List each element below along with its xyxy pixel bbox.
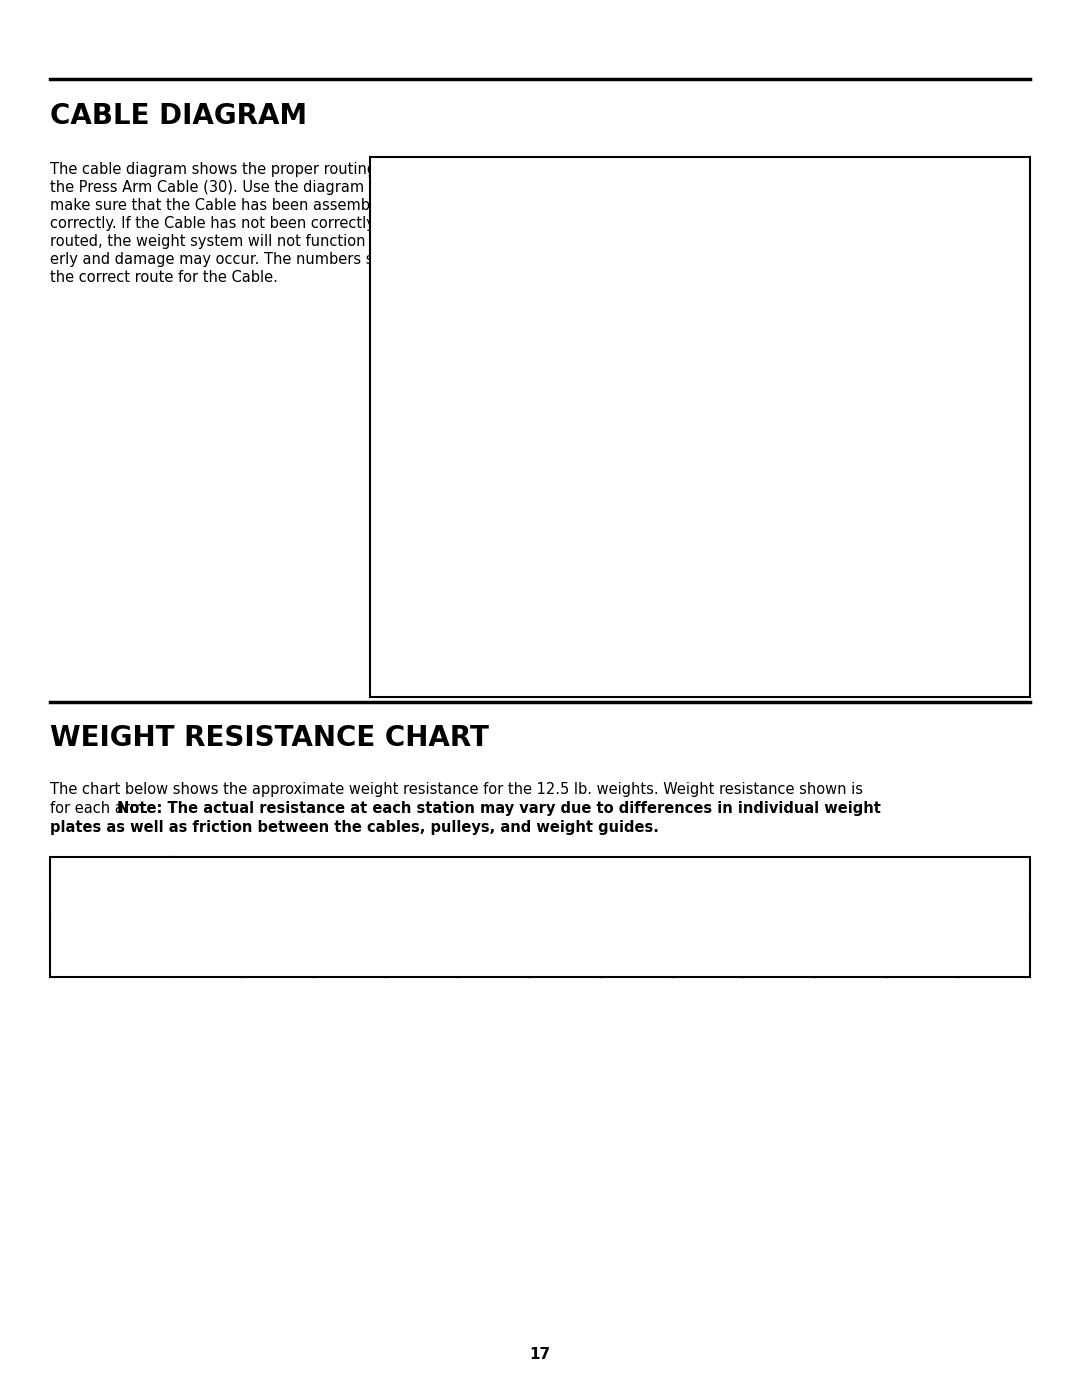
Text: 7: 7 — [631, 880, 640, 894]
Text: WEIGHT: WEIGHT — [76, 880, 145, 894]
Text: 41: 41 — [411, 940, 431, 954]
Text: WEIGHT RESISTANCE CHART: WEIGHT RESISTANCE CHART — [50, 724, 489, 752]
Text: 86: 86 — [769, 940, 788, 954]
Bar — [924, 246, 939, 256]
Text: routed, the weight system will not function prop-: routed, the weight system will not funct… — [50, 235, 408, 249]
Text: 1: 1 — [201, 880, 211, 894]
Text: for each arm.: for each arm. — [50, 800, 153, 816]
Circle shape — [854, 191, 865, 203]
Text: The cable diagram shows the proper routing of: The cable diagram shows the proper routi… — [50, 162, 395, 177]
Circle shape — [854, 627, 865, 637]
Text: 32: 32 — [339, 940, 359, 954]
Text: 3: 3 — [894, 405, 902, 419]
Circle shape — [905, 242, 916, 253]
Ellipse shape — [899, 591, 912, 604]
Circle shape — [535, 472, 545, 482]
Text: 5: 5 — [488, 880, 497, 894]
Text: erly and damage may occur. The numbers show: erly and damage may occur. The numbers s… — [50, 251, 404, 267]
Text: Press Arm Cable (30): Press Arm Cable (30) — [384, 172, 566, 187]
Text: 17: 17 — [529, 1347, 551, 1362]
Bar — [921, 303, 939, 317]
Text: 59: 59 — [554, 940, 573, 954]
Text: correctly. If the Cable has not been correctly: correctly. If the Cable has not been cor… — [50, 217, 375, 231]
Text: plates as well as friction between the cables, pulleys, and weight guides.: plates as well as friction between the c… — [50, 820, 659, 835]
Text: 10: 10 — [841, 880, 861, 894]
Text: 8: 8 — [691, 479, 699, 492]
Text: the Press Arm Cable (30). Use the diagram to: the Press Arm Cable (30). Use the diagra… — [50, 180, 383, 196]
Text: 23: 23 — [268, 940, 287, 954]
Text: 14: 14 — [197, 940, 215, 954]
Circle shape — [894, 536, 905, 548]
Text: 7: 7 — [721, 165, 729, 179]
Text: 110: 110 — [980, 940, 1009, 954]
Text: 68: 68 — [626, 940, 646, 954]
Text: 4: 4 — [926, 310, 934, 324]
Text: make sure that the Cable has been assembled: make sure that the Cable has been assemb… — [50, 198, 392, 212]
Text: 8: 8 — [703, 880, 713, 894]
Text: 2: 2 — [272, 880, 282, 894]
Text: 12: 12 — [985, 880, 1003, 894]
Ellipse shape — [713, 204, 727, 211]
Text: Note: The actual resistance at each station may vary due to differences in indiv: Note: The actual resistance at each stat… — [117, 800, 881, 816]
Text: 2: 2 — [914, 535, 922, 549]
Text: RESISTANCE: RESISTANCE — [57, 940, 163, 954]
Text: 6: 6 — [874, 186, 882, 198]
Text: 11: 11 — [913, 880, 932, 894]
Text: CABLE DIAGRAM: CABLE DIAGRAM — [50, 102, 307, 130]
Text: 4: 4 — [416, 880, 426, 894]
Text: the correct route for the Cable.: the correct route for the Cable. — [50, 270, 278, 285]
Ellipse shape — [671, 496, 679, 507]
Text: 95: 95 — [841, 940, 861, 954]
Text: 50: 50 — [483, 940, 502, 954]
Circle shape — [675, 472, 686, 482]
Circle shape — [875, 412, 886, 422]
Circle shape — [725, 182, 735, 193]
Text: 77: 77 — [698, 940, 717, 954]
Text: 9: 9 — [554, 475, 562, 489]
Text: The chart below shows the approximate weight resistance for the 12.5 lb. weights: The chart below shows the approximate we… — [50, 782, 863, 798]
Text: 6: 6 — [559, 880, 569, 894]
Text: 1: 1 — [870, 630, 879, 644]
Circle shape — [909, 302, 920, 313]
Text: 102: 102 — [908, 940, 937, 954]
Text: 9: 9 — [774, 880, 784, 894]
Text: 3: 3 — [345, 880, 354, 894]
Text: 5: 5 — [897, 256, 906, 268]
